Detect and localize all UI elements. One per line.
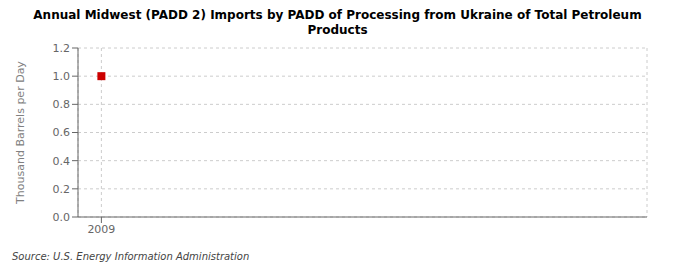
svg-text:0.4: 0.4 bbox=[53, 155, 71, 168]
svg-text:1.2: 1.2 bbox=[53, 42, 71, 55]
svg-text:0.8: 0.8 bbox=[53, 98, 71, 111]
svg-text:Thousand Barrels per Day: Thousand Barrels per Day bbox=[14, 61, 27, 205]
html-text:Annual Midwest (PADD 2) Import: Annual Midwest (PADD 2) Imports by PADD … bbox=[33, 8, 642, 22]
html-text:Source: U.S. Energy Informatio: Source: U.S. Energy Information Administ… bbox=[12, 251, 250, 262]
svg-text:0.2: 0.2 bbox=[53, 183, 71, 196]
svg-text:2009: 2009 bbox=[87, 223, 115, 236]
html-text:Products: Products bbox=[307, 23, 368, 37]
svg-text:1.0: 1.0 bbox=[53, 70, 71, 83]
svg-text:0.6: 0.6 bbox=[53, 126, 71, 139]
svg-text:0.0: 0.0 bbox=[53, 211, 71, 224]
